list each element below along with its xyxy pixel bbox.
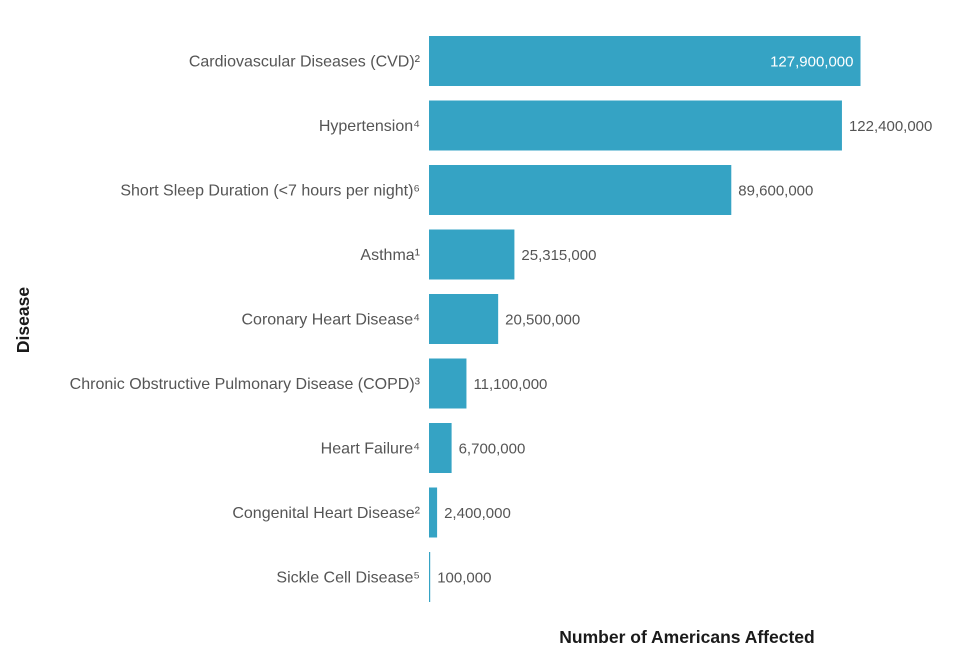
data-label: 2,400,000 bbox=[444, 505, 511, 522]
data-label: 25,315,000 bbox=[521, 247, 596, 264]
category-label: Asthma¹ bbox=[360, 247, 420, 264]
y-axis-title: Disease bbox=[13, 287, 33, 353]
data-label: 89,600,000 bbox=[738, 183, 813, 200]
data-label: 127,900,000 bbox=[770, 54, 853, 71]
bar bbox=[429, 100, 842, 151]
bar bbox=[429, 165, 732, 215]
bar bbox=[429, 358, 467, 409]
bar bbox=[429, 294, 499, 344]
labels-layer: Cardiovascular Diseases (CVD)² 127,900,00… bbox=[70, 54, 933, 587]
x-axis-title: Number of Americans Affected bbox=[559, 627, 814, 647]
bar bbox=[429, 487, 438, 538]
category-label: Heart Failure⁴ bbox=[321, 441, 420, 458]
category-label: Chronic Obstructive Pulmonary Disease (C… bbox=[70, 376, 421, 393]
category-label: Sickle Cell Disease⁵ bbox=[276, 570, 420, 587]
bar bbox=[429, 423, 452, 473]
category-label: Cardiovascular Diseases (CVD)² bbox=[189, 54, 421, 71]
data-label: 20,500,000 bbox=[505, 312, 580, 329]
category-label: Hypertension⁴ bbox=[319, 118, 420, 135]
data-label: 11,100,000 bbox=[473, 376, 547, 393]
bars-layer bbox=[429, 36, 861, 602]
category-label: Coronary Heart Disease⁴ bbox=[242, 312, 421, 329]
bar bbox=[429, 552, 431, 602]
category-label: Short Sleep Duration (<7 hours per night… bbox=[120, 183, 420, 200]
data-label: 6,700,000 bbox=[459, 441, 526, 458]
data-label: 122,400,000 bbox=[849, 118, 932, 135]
bar bbox=[429, 229, 515, 280]
bar bbox=[429, 36, 861, 86]
category-label: Congenital Heart Disease² bbox=[232, 505, 420, 522]
data-label: 100,000 bbox=[437, 570, 491, 587]
